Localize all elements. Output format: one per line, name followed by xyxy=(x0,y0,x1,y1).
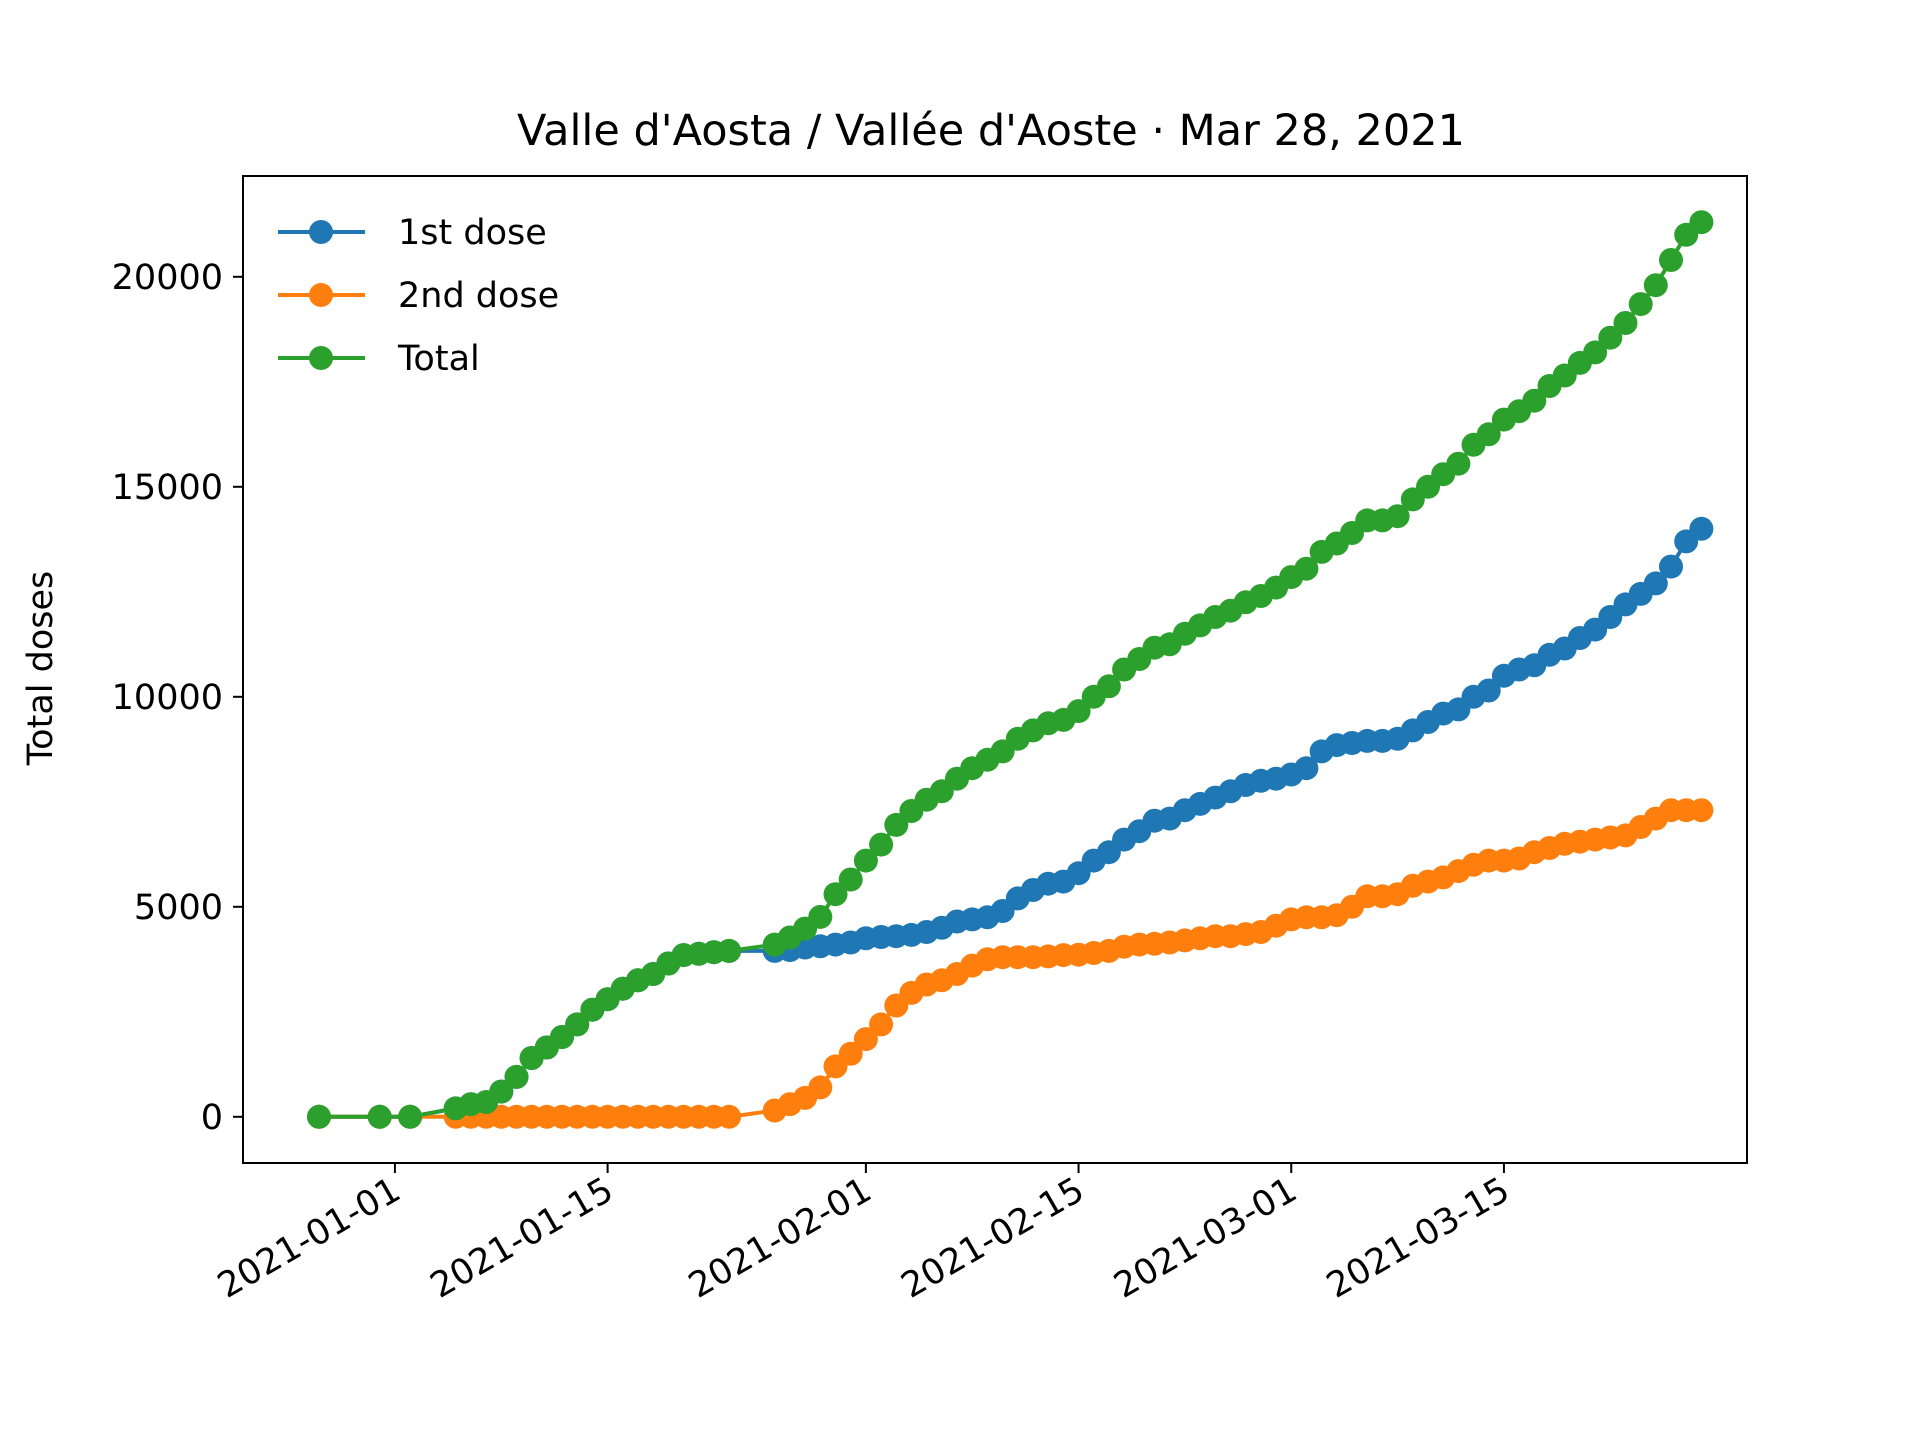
chart-title: Valle d'Aosta / Vallée d'Aoste · Mar 28,… xyxy=(517,106,1465,156)
data-point-total xyxy=(884,812,909,837)
legend-item-2nd-dose: 2nd dose xyxy=(278,276,559,316)
data-point-total xyxy=(717,938,742,963)
data-point-total xyxy=(1066,699,1091,724)
data-point-1st-dose xyxy=(1294,756,1319,781)
data-point-2nd-dose xyxy=(853,1027,878,1052)
y-tick-label: 10000 xyxy=(112,678,223,718)
legend-label: 2nd dose xyxy=(398,276,559,316)
data-point-total xyxy=(367,1104,392,1129)
y-tick-label: 5000 xyxy=(134,888,223,928)
data-point-total xyxy=(1294,556,1319,581)
legend-swatch-marker xyxy=(309,283,333,307)
y-tick-label: 0 xyxy=(201,1098,223,1138)
y-axis-ticks: 0 5000 10000 15000 20000 xyxy=(112,258,243,1138)
data-point-total xyxy=(1385,504,1410,529)
data-point-2nd-dose xyxy=(838,1041,863,1066)
legend-label: Total xyxy=(397,339,480,379)
data-point-total xyxy=(1659,248,1683,272)
series-2nd-dose xyxy=(307,798,1714,1129)
legend: 1st dose 2nd dose Total xyxy=(278,213,559,379)
data-point-total xyxy=(838,867,863,892)
data-point-total xyxy=(1689,210,1714,235)
data-point-2nd-dose xyxy=(808,1075,833,1100)
data-point-total xyxy=(565,1012,590,1037)
data-point-total xyxy=(1628,292,1653,317)
series-layer xyxy=(307,210,1714,1129)
data-point-2nd-dose xyxy=(1689,798,1714,823)
data-point-total xyxy=(808,904,833,929)
legend-swatch-marker xyxy=(309,346,333,370)
legend-item-1st-dose: 1st dose xyxy=(278,213,547,253)
data-point-total xyxy=(1598,325,1623,350)
data-point-1st-dose xyxy=(1689,516,1714,541)
data-point-total xyxy=(489,1079,514,1104)
data-point-total xyxy=(1613,311,1638,335)
data-point-total xyxy=(307,1104,331,1129)
legend-swatch-marker xyxy=(309,220,333,244)
data-point-total xyxy=(853,848,878,873)
data-point-total xyxy=(1522,388,1547,413)
data-point-total xyxy=(1583,340,1608,365)
data-point-total xyxy=(1096,674,1121,699)
data-point-total xyxy=(1476,422,1501,447)
data-point-total xyxy=(504,1064,529,1089)
data-point-1st-dose xyxy=(1659,554,1683,579)
y-tick-label: 20000 xyxy=(112,258,223,298)
data-point-1st-dose xyxy=(1476,678,1501,703)
legend-label: 1st dose xyxy=(398,213,547,253)
data-point-2nd-dose xyxy=(717,1104,742,1129)
data-point-total xyxy=(398,1104,423,1129)
data-point-total xyxy=(1643,273,1668,298)
data-point-total xyxy=(1446,451,1471,476)
data-point-total xyxy=(869,832,894,857)
data-point-1st-dose xyxy=(1643,571,1668,596)
data-point-2nd-dose xyxy=(869,1012,894,1037)
series-total xyxy=(307,210,1714,1129)
data-point-total xyxy=(823,882,848,907)
legend-item-total: Total xyxy=(278,339,480,379)
y-axis-label: Total doses xyxy=(21,571,61,767)
y-tick-label: 15000 xyxy=(112,468,223,508)
plot-frame xyxy=(242,175,1748,1164)
